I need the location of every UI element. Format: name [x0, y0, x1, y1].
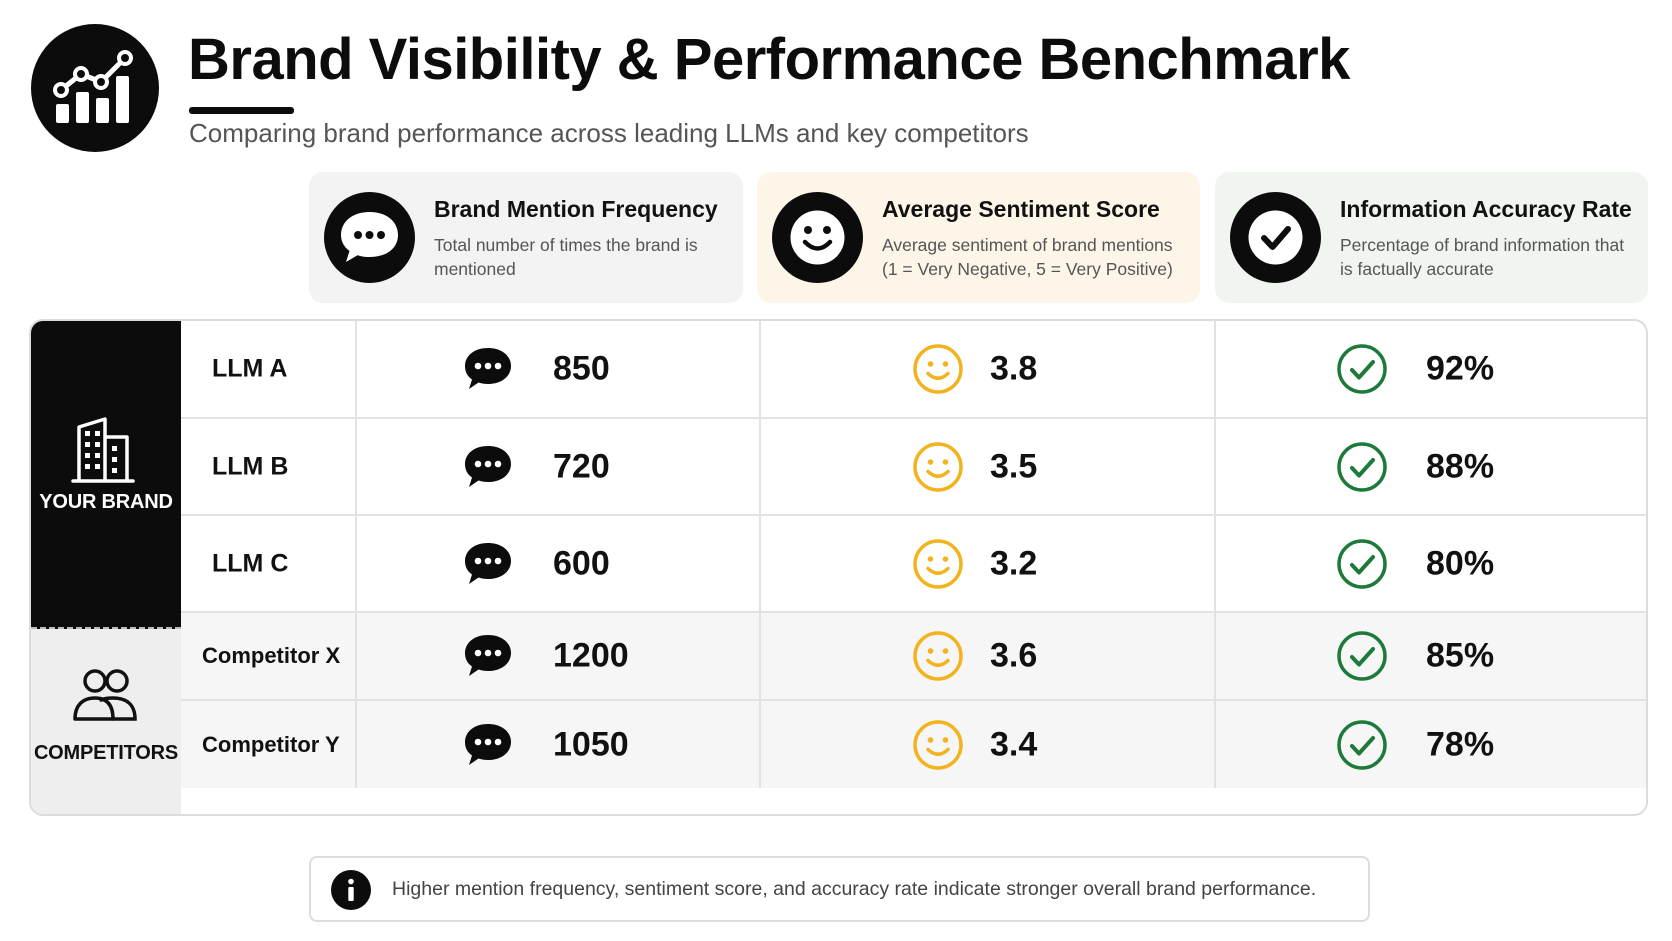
group-label: COMPETITORS	[33, 742, 179, 764]
check-circle-icon	[1230, 192, 1321, 283]
group-divider	[31, 627, 181, 630]
accuracy-value: 80%	[1426, 544, 1495, 582]
metric-card-mentions: Brand Mention Frequency Total number of …	[309, 172, 743, 303]
smiley-face-icon	[772, 192, 863, 283]
accuracy-cell: 88%	[1216, 419, 1646, 514]
check-circle-icon	[1337, 631, 1387, 681]
metric-description: Average sentiment of brand mentions (1 =…	[882, 235, 1173, 279]
mentions-value: 1200	[553, 636, 629, 675]
mentions-value: 720	[553, 447, 610, 485]
users-icon	[73, 669, 137, 721]
smiley-face-icon	[913, 631, 963, 681]
row-name: Competitor Y	[202, 731, 340, 757]
mentions-value: 850	[553, 349, 610, 388]
speech-bubble-icon	[465, 635, 511, 676]
speech-bubble-icon	[465, 542, 511, 584]
accuracy-value: 85%	[1426, 636, 1495, 675]
row-name-cell: Competitor Y	[181, 701, 357, 788]
table-row: Competitor X 1200 3.6 85%	[181, 613, 1646, 701]
check-circle-icon	[1337, 441, 1387, 492]
mentions-cell: 850	[357, 321, 761, 417]
row-name-cell: Competitor X	[181, 613, 357, 699]
group-competitors: COMPETITORS	[31, 629, 181, 814]
table-row: LLM C 600 3.2 80%	[181, 516, 1646, 613]
table-row: LLM B 720 3.5 88%	[181, 419, 1646, 516]
mentions-cell: 720	[357, 419, 761, 514]
mentions-cell: 1050	[357, 701, 761, 788]
row-name-cell: LLM B	[181, 419, 357, 514]
check-circle-icon	[1337, 538, 1387, 589]
accuracy-cell: 92%	[1216, 321, 1646, 417]
sentiment-cell: 3.6	[761, 613, 1216, 699]
row-name: LLM B	[212, 452, 289, 480]
smiley-face-icon	[913, 538, 963, 589]
mentions-value: 1050	[553, 725, 629, 763]
sentiment-value: 3.8	[990, 349, 1038, 388]
metric-title: Brand Mention Frequency	[434, 196, 718, 222]
speech-bubble-icon	[465, 723, 511, 765]
smiley-face-icon	[913, 719, 963, 770]
mentions-value: 600	[553, 544, 610, 582]
footnote-text: Higher mention frequency, sentiment scor…	[392, 878, 1317, 900]
accuracy-cell: 78%	[1216, 701, 1646, 788]
smiley-face-icon	[913, 441, 963, 492]
rising-bar-chart-icon	[31, 24, 159, 152]
mentions-cell: 1200	[357, 613, 761, 699]
footnote: Higher mention frequency, sentiment scor…	[309, 856, 1370, 922]
row-name-cell: LLM C	[181, 516, 357, 611]
group-label: YOUR BRAND	[39, 491, 173, 513]
title-underline	[189, 107, 294, 114]
metric-title: Information Accuracy Rate	[1340, 196, 1632, 222]
sentiment-cell: 3.4	[761, 701, 1216, 788]
sentiment-value: 3.2	[990, 544, 1038, 582]
sentiment-cell: 3.5	[761, 419, 1216, 514]
sentiment-value: 3.5	[990, 447, 1038, 485]
building-icon	[71, 417, 135, 483]
row-name-cell: LLM A	[181, 321, 357, 417]
accuracy-value: 92%	[1426, 349, 1495, 388]
sentiment-cell: 3.8	[761, 321, 1216, 417]
sentiment-value: 3.4	[990, 725, 1038, 763]
metric-title: Average Sentiment Score	[882, 196, 1160, 222]
benchmark-table: YOUR BRAND COMPETITORS LLM A 850 3.8 92% LLM…	[29, 319, 1648, 816]
sentiment-cell: 3.2	[761, 516, 1216, 611]
row-name: LLM C	[212, 549, 289, 577]
accuracy-value: 88%	[1426, 447, 1495, 485]
row-name: LLM A	[212, 354, 288, 383]
accuracy-value: 78%	[1426, 725, 1495, 763]
speech-bubble-icon	[465, 445, 511, 487]
metric-card-accuracy: Information Accuracy Rate Percentage of …	[1215, 172, 1648, 303]
speech-bubble-icon	[465, 348, 511, 389]
row-name: Competitor X	[202, 643, 341, 668]
metric-description: Total number of times the brand is menti…	[434, 235, 698, 279]
metric-description: Percentage of brand information that is …	[1340, 235, 1625, 279]
speech-bubble-icon	[324, 192, 415, 283]
group-your-brand: YOUR BRAND	[31, 321, 181, 629]
mentions-cell: 600	[357, 516, 761, 611]
check-circle-icon	[1337, 719, 1387, 770]
smiley-face-icon	[913, 344, 963, 394]
sentiment-value: 3.6	[990, 636, 1038, 675]
table-row: LLM A 850 3.8 92%	[181, 321, 1646, 419]
metric-card-sentiment: Average Sentiment Score Average sentimen…	[757, 172, 1200, 303]
table-row: Competitor Y 1050 3.4 78%	[181, 701, 1646, 788]
page-title: Brand Visibility & Performance Benchmark	[188, 27, 1350, 92]
accuracy-cell: 85%	[1216, 613, 1646, 699]
accuracy-cell: 80%	[1216, 516, 1646, 611]
info-icon	[331, 870, 371, 910]
page-subtitle: Comparing brand performance across leadi…	[189, 118, 1029, 148]
check-circle-icon	[1337, 344, 1387, 394]
